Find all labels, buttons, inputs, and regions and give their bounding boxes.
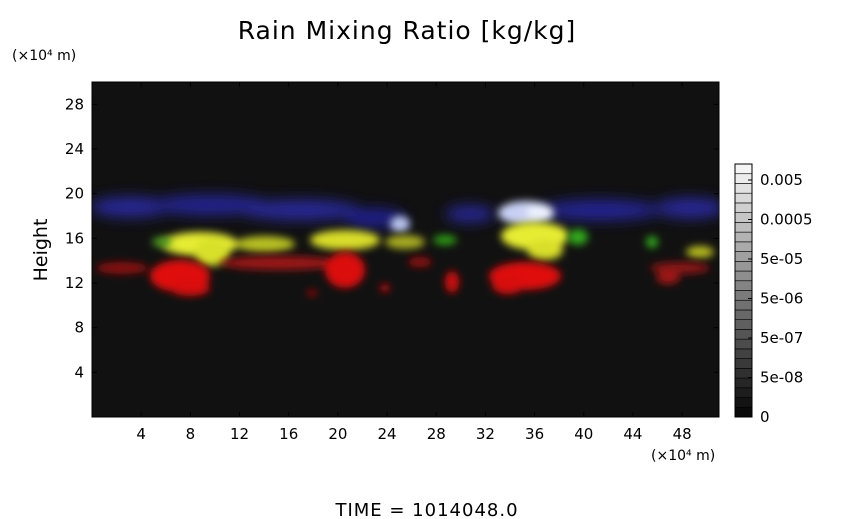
y-tick-label: 16 bbox=[65, 229, 84, 247]
x-tick-label: 20 bbox=[328, 425, 347, 443]
colorbar-swatch bbox=[734, 368, 753, 379]
colorbar-label: 5e-07 bbox=[760, 329, 803, 347]
colorbar: 0.005 0.0005 5e-05 5e-06 5e-07 5e-08 0 bbox=[734, 163, 813, 426]
colorbar-swatch bbox=[734, 183, 753, 194]
colorbar-swatch bbox=[734, 319, 753, 330]
colorbar-swatch bbox=[734, 212, 753, 223]
colorbar-swatch bbox=[734, 299, 753, 311]
colorbar-swatch bbox=[734, 358, 753, 369]
colorbar-label: 5e-08 bbox=[760, 369, 803, 387]
colorbar-swatch bbox=[734, 377, 753, 389]
colorbar-label: 5e-05 bbox=[760, 250, 803, 268]
y-tick-label: 20 bbox=[65, 185, 84, 203]
colorbar-label: 0.0005 bbox=[760, 211, 813, 229]
colorbar-swatch bbox=[734, 348, 753, 359]
colorbar-frame bbox=[734, 163, 753, 418]
colorbar-swatch bbox=[734, 397, 753, 408]
x-tick-label: 16 bbox=[279, 425, 298, 443]
colorbar-swatch bbox=[734, 231, 753, 243]
rain-field bbox=[92, 195, 719, 296]
x-axis-ticks: 4 8 12 16 20 24 28 32 36 40 44 48 bbox=[136, 82, 692, 443]
x-tick-label: 24 bbox=[378, 425, 397, 443]
colorbar-swatch bbox=[734, 251, 753, 262]
chart-title: Rain Mixing Ratio [kg/kg] bbox=[238, 16, 577, 45]
green-patches bbox=[152, 229, 658, 248]
colorbar-label: 0 bbox=[760, 408, 770, 426]
colorbar-swatch bbox=[734, 222, 753, 233]
yellow-band bbox=[162, 222, 714, 266]
colorbar-swatch bbox=[734, 261, 753, 272]
x-axis-units: (×10⁴ m) bbox=[651, 448, 715, 464]
colorbar-swatch bbox=[734, 280, 753, 291]
colorbar-swatch bbox=[734, 241, 753, 252]
y-tick-label: 8 bbox=[74, 319, 84, 337]
x-tick-label: 32 bbox=[476, 425, 495, 443]
colorbar-swatch bbox=[734, 202, 753, 213]
colorbar-label: 5e-06 bbox=[760, 290, 803, 308]
colorbar-swatch bbox=[734, 338, 753, 350]
time-footer: TIME = 1014048.0 bbox=[334, 500, 518, 519]
red-band bbox=[96, 252, 710, 296]
colorbar-swatch bbox=[734, 173, 753, 184]
colorbar-swatch bbox=[734, 406, 753, 418]
x-tick-label: 8 bbox=[186, 425, 196, 443]
white-tops bbox=[390, 201, 554, 232]
colorbar-swatch bbox=[734, 192, 753, 204]
colorbar-label: 0.005 bbox=[760, 171, 803, 189]
x-tick-label: 36 bbox=[525, 425, 544, 443]
y-tick-label: 4 bbox=[74, 363, 84, 381]
x-tick-label: 40 bbox=[574, 425, 593, 443]
x-tick-label: 28 bbox=[427, 425, 446, 443]
y-tick-label: 12 bbox=[65, 274, 84, 292]
colorbar-swatch bbox=[734, 270, 753, 282]
y-tick-label: 24 bbox=[65, 140, 84, 158]
colorbar-swatch bbox=[734, 163, 753, 175]
x-tick-label: 12 bbox=[230, 425, 249, 443]
x-tick-label: 44 bbox=[623, 425, 642, 443]
y-tick-label: 28 bbox=[65, 95, 84, 113]
y-axis-label: Height bbox=[30, 219, 52, 282]
x-tick-label: 48 bbox=[673, 425, 692, 443]
blue-band bbox=[92, 195, 719, 227]
y-axis-ticks: 4 8 12 16 20 24 28 bbox=[65, 95, 719, 381]
colorbar-swatch bbox=[734, 387, 753, 398]
colorbar-swatch bbox=[734, 309, 753, 320]
x-tick-label: 4 bbox=[136, 425, 146, 443]
y-axis-units: (×10⁴ m) bbox=[12, 48, 76, 64]
